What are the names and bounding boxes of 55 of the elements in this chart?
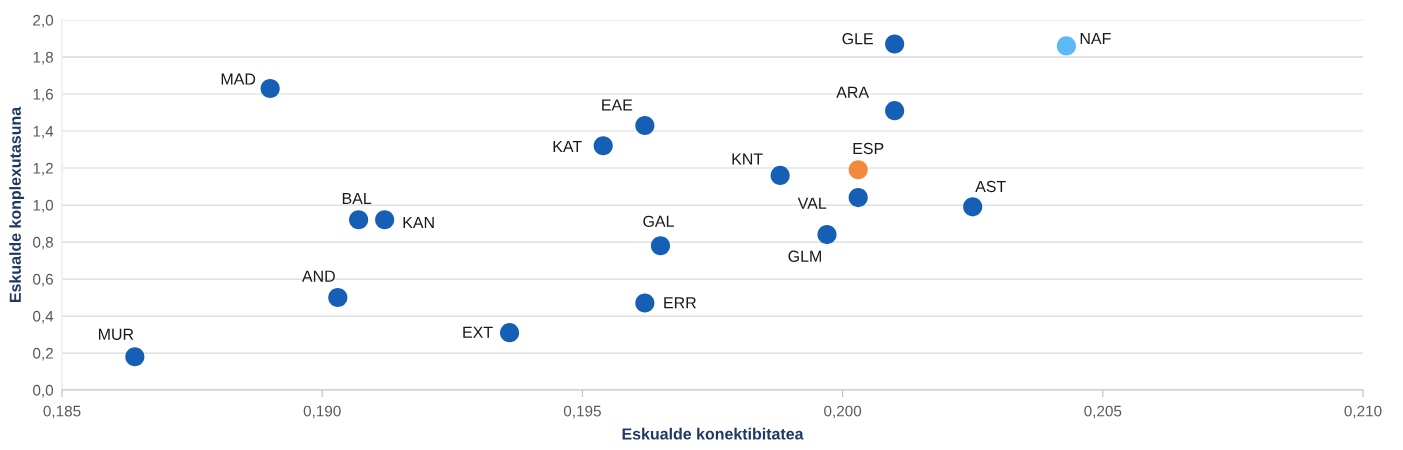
point bbox=[593, 136, 613, 156]
annotation: ESP bbox=[853, 142, 884, 155]
point bbox=[349, 210, 369, 230]
point bbox=[375, 210, 395, 230]
point bbox=[770, 165, 790, 185]
annotation: KNT bbox=[732, 153, 763, 165]
annotation: NAF bbox=[1080, 33, 1111, 45]
annotation: ERR bbox=[664, 297, 696, 309]
annotation: GLM bbox=[788, 250, 821, 262]
point bbox=[499, 323, 520, 343]
point bbox=[817, 225, 837, 245]
x-tick-label: 0,190 bbox=[303, 405, 341, 419]
point bbox=[885, 101, 905, 121]
y-tick-label: 1,2 bbox=[33, 162, 53, 176]
annotation: BAL bbox=[342, 192, 372, 204]
annotation: KAN bbox=[403, 216, 434, 228]
x-tick-label: 0,195 bbox=[563, 405, 601, 419]
y-tick-label: 1,8 bbox=[33, 51, 53, 65]
y-tick-label: 1,4 bbox=[33, 126, 54, 139]
annotation: GLE bbox=[842, 33, 873, 45]
x-tick-label: 0,210 bbox=[1344, 405, 1382, 419]
point bbox=[1056, 36, 1076, 56]
annotation: MAD bbox=[221, 73, 256, 85]
point bbox=[635, 293, 655, 313]
y-tick-label: 2,0 bbox=[33, 14, 54, 28]
annotation: GAL bbox=[643, 215, 674, 227]
x-tick-label: 0,205 bbox=[1084, 405, 1122, 419]
annotation: VAL bbox=[797, 197, 827, 209]
y-tick-label: 0,2 bbox=[33, 347, 53, 361]
annotation: AST bbox=[975, 180, 1006, 193]
y-tick-label: 0,0 bbox=[33, 384, 54, 398]
point bbox=[635, 115, 655, 136]
point bbox=[125, 347, 145, 367]
y-tick-label: 1,6 bbox=[33, 88, 53, 102]
x-tick-label: 0,200 bbox=[824, 405, 862, 419]
annotation: EXT bbox=[463, 326, 493, 338]
point bbox=[963, 197, 983, 217]
point bbox=[885, 34, 905, 54]
annotation: ARA bbox=[836, 86, 870, 98]
x-tick-label: 0,185 bbox=[43, 405, 81, 419]
point bbox=[848, 160, 868, 180]
point bbox=[650, 236, 671, 256]
y-tick-label: 1,0 bbox=[33, 199, 54, 213]
point bbox=[848, 188, 868, 208]
annotation: AND bbox=[301, 270, 335, 282]
annotation: KAT bbox=[553, 140, 582, 152]
annotation: EAE bbox=[602, 99, 633, 111]
point bbox=[260, 78, 280, 99]
y-tick-label: 0,8 bbox=[33, 236, 53, 250]
annotation: MUR bbox=[98, 328, 134, 340]
point bbox=[328, 287, 348, 308]
x-axis-title: Eskualde konektibitatea bbox=[622, 427, 804, 440]
y-tick-label: 0,4 bbox=[33, 310, 54, 324]
y-tick-label: 0,6 bbox=[33, 273, 53, 287]
y-axis-title: Eskualde konplexutasuna bbox=[9, 106, 25, 303]
